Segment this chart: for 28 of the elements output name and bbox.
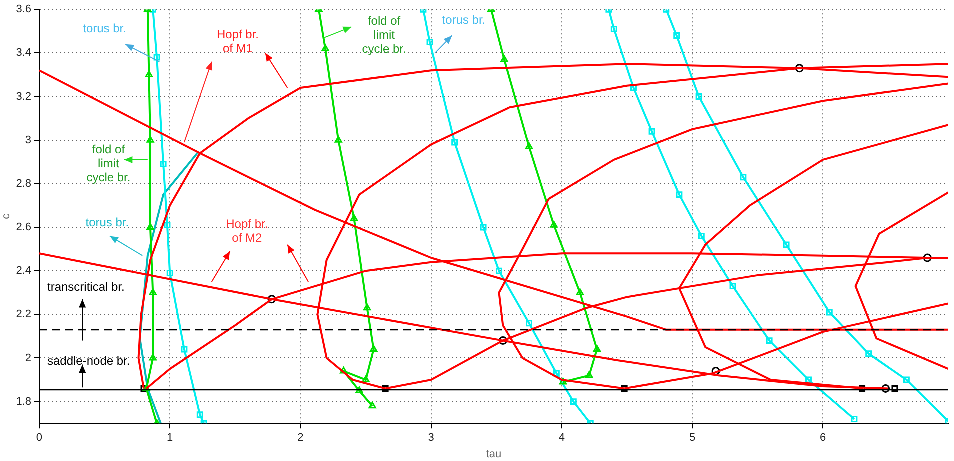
y-tick-label: 2.2	[16, 308, 32, 321]
x-tick-label: 1	[167, 432, 174, 444]
x-tick-label: 0	[36, 432, 43, 444]
y-tick-label: 2	[25, 352, 32, 364]
y-tick-label: 3.2	[16, 90, 32, 103]
y-axis-title: c	[0, 213, 13, 220]
y-tick-label: 2.6	[16, 222, 32, 234]
annotation: fold of limit cycle br.	[86, 142, 131, 185]
x-tick-label: 2	[298, 432, 304, 444]
annotation: torus br.	[442, 12, 486, 27]
y-tick-label: 1.8	[16, 396, 32, 408]
annotation: torus br.	[83, 22, 126, 36]
x-tick-label: 4	[558, 432, 565, 444]
annotation: fold of limit cycle br.	[362, 14, 406, 56]
annotation: Hopf br. of M1	[216, 28, 260, 56]
ref-line-label: saddle-node br.	[47, 354, 130, 368]
annotation: Hopf br. of M2	[226, 217, 268, 246]
y-tick-label: 2.8	[16, 178, 32, 190]
y-tick-label: 2.4	[16, 265, 32, 278]
ref-line-label: transcritical br.	[47, 280, 125, 294]
y-tick-label: 3.6	[16, 4, 32, 16]
x-tick-label: 3	[428, 432, 434, 444]
x-axis-title: tau	[486, 448, 502, 460]
x-tick-label: 6	[820, 432, 826, 444]
y-tick-label: 3	[25, 134, 32, 146]
annotation: torus br.	[86, 215, 130, 230]
y-tick-label: 3.4	[16, 47, 32, 60]
x-tick-label: 5	[689, 432, 696, 444]
